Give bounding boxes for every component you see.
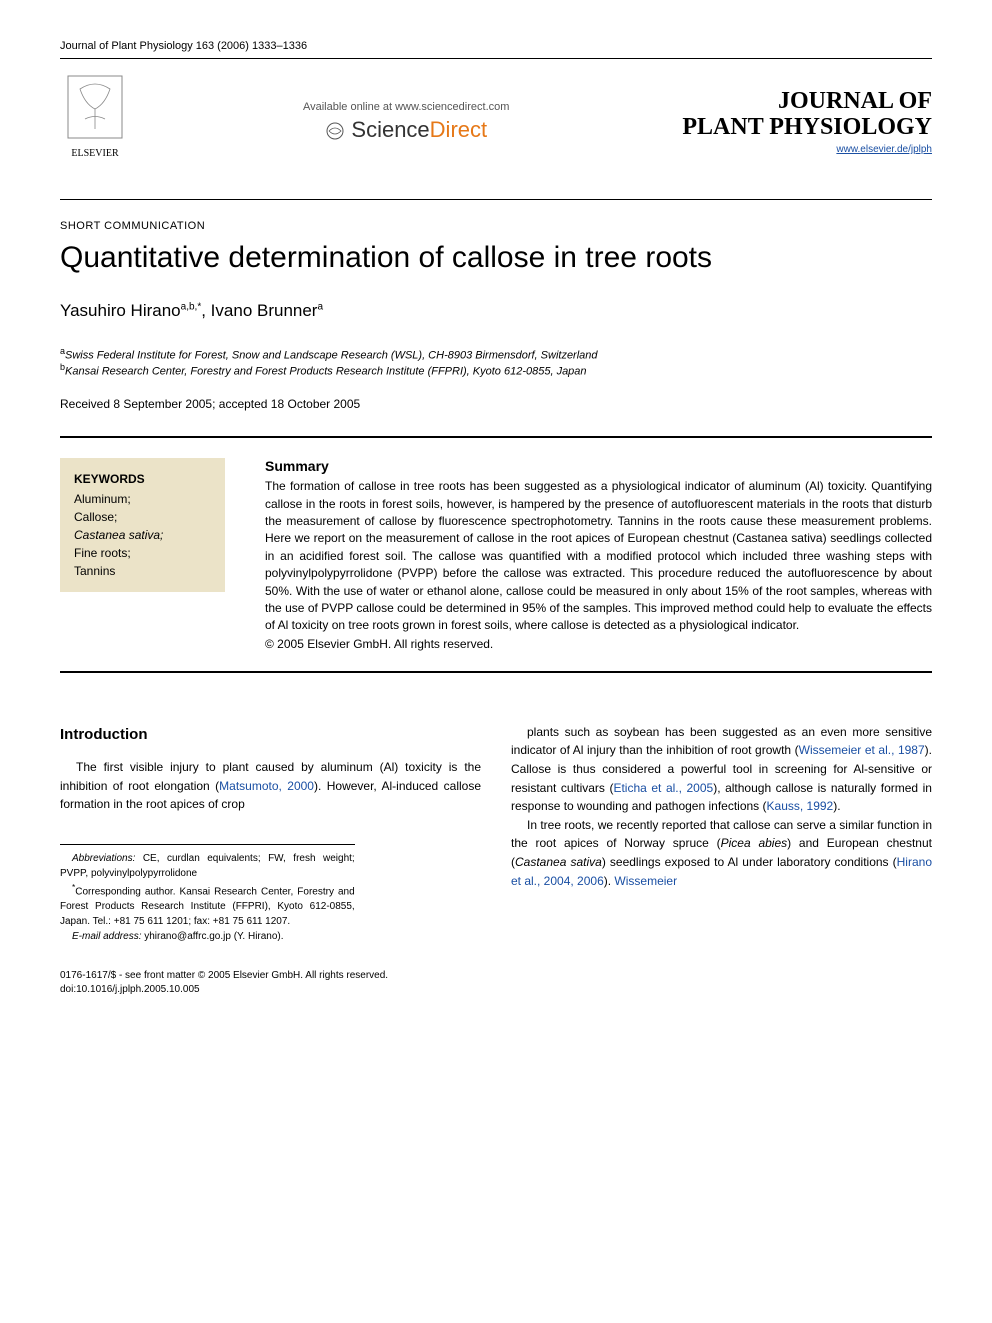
rule-thick-1 [60,436,932,438]
authors: Yasuhiro Hiranoa,b,*, Ivano Brunnera [60,301,932,321]
citation-link[interactable]: Kauss, 1992 [767,799,834,813]
summary-block: Summary The formation of callose in tree… [265,458,932,651]
keywords-box: KEYWORDS Aluminum; Callose; Castanea sat… [60,458,225,592]
body-columns: Introduction The first visible injury to… [60,723,932,944]
intro-paragraph: The first visible injury to plant caused… [60,758,481,814]
sciencedirect-block: Available online at www.sciencedirect.co… [130,101,682,143]
sd-text-right: Direct [430,117,487,142]
keyword: Castanea sativa; [74,526,211,544]
intro-heading: Introduction [60,723,481,746]
rule-mid [60,199,932,200]
footnotes: Abbreviations: CE, curdlan equivalents; … [60,844,355,944]
sd-text-left: Science [351,117,429,142]
svg-text:ELSEVIER: ELSEVIER [71,148,119,159]
article-dates: Received 8 September 2005; accepted 18 O… [60,397,932,411]
journal-url-link[interactable]: www.elsevier.de/jplph [682,144,932,155]
keyword: Fine roots; [74,544,211,562]
article-type: SHORT COMMUNICATION [60,220,932,232]
column-right: plants such as soybean has been suggeste… [511,723,932,944]
sciencedirect-logo: ScienceDirect [130,117,682,143]
elsevier-logo: ELSEVIER [60,74,130,169]
doi-line: doi:10.1016/j.jplph.2005.10.005 [60,983,932,997]
issn-line: 0176-1617/$ - see front matter © 2005 El… [60,969,932,983]
keywords-heading: KEYWORDS [74,470,211,488]
copyright: © 2005 Elsevier GmbH. All rights reserve… [265,637,932,651]
abstract-row: KEYWORDS Aluminum; Callose; Castanea sat… [60,458,932,651]
column-left: Introduction The first visible injury to… [60,723,481,944]
rule-thick-2 [60,671,932,673]
summary-text: The formation of callose in tree roots h… [265,478,932,635]
keyword: Callose; [74,508,211,526]
body-paragraph: In tree roots, we recently reported that… [511,816,932,890]
rule-top [60,58,932,59]
header-logos: ELSEVIER Available online at www.science… [60,74,932,169]
citation-link[interactable]: Matsumoto, 2000 [219,779,314,793]
journal-title: JOURNAL OFPLANT PHYSIOLOGY [682,88,932,141]
body-paragraph: plants such as soybean has been suggeste… [511,723,932,816]
summary-heading: Summary [265,458,932,474]
footer-meta: 0176-1617/$ - see front matter © 2005 El… [60,969,932,997]
journal-title-block: JOURNAL OFPLANT PHYSIOLOGY www.elsevier.… [682,88,932,156]
citation-link[interactable]: Wissemeier [614,874,677,888]
citation-link[interactable]: Wissemeier et al., 1987 [799,743,925,757]
article-title: Quantitative determination of callose in… [60,240,932,276]
sd-available-text: Available online at www.sciencedirect.co… [130,101,682,113]
citation-link[interactable]: Eticha et al., 2005 [613,781,713,795]
affiliations: aSwiss Federal Institute for Forest, Sno… [60,346,932,377]
journal-reference: Journal of Plant Physiology 163 (2006) 1… [60,40,932,52]
keyword: Tannins [74,562,211,580]
keyword: Aluminum; [74,490,211,508]
